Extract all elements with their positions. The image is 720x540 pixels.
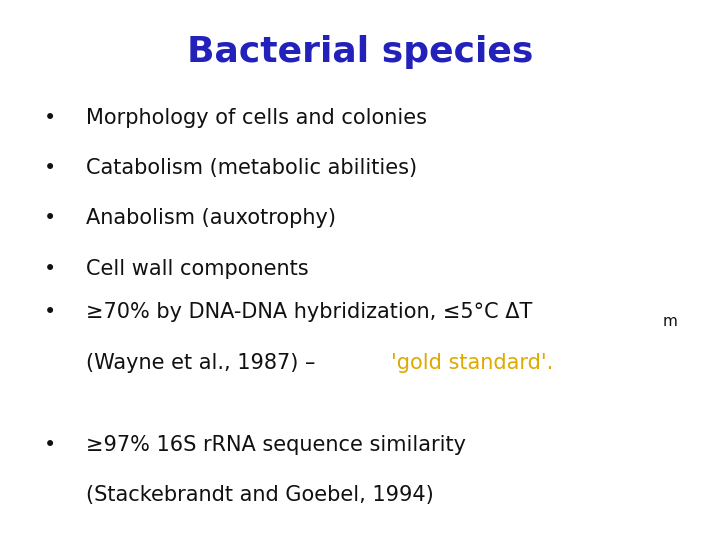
- Text: •: •: [44, 208, 57, 228]
- Text: Bacterial species: Bacterial species: [186, 35, 534, 69]
- Text: Cell wall components: Cell wall components: [86, 259, 309, 279]
- Text: m: m: [662, 314, 678, 329]
- Text: •: •: [44, 302, 57, 322]
- Text: ≥97% 16S rRNA sequence similarity: ≥97% 16S rRNA sequence similarity: [86, 435, 467, 455]
- Text: •: •: [44, 435, 57, 455]
- Text: Morphology of cells and colonies: Morphology of cells and colonies: [86, 108, 428, 128]
- Text: (Stackebrandt and Goebel, 1994): (Stackebrandt and Goebel, 1994): [86, 485, 434, 505]
- Text: 'gold standard'.: 'gold standard'.: [391, 353, 553, 373]
- Text: Catabolism (metabolic abilities): Catabolism (metabolic abilities): [86, 158, 418, 178]
- Text: Anabolism (auxotrophy): Anabolism (auxotrophy): [86, 208, 336, 228]
- Text: ≥70% by DNA-DNA hybridization, ≤5°C ΔT: ≥70% by DNA-DNA hybridization, ≤5°C ΔT: [86, 302, 533, 322]
- Text: •: •: [44, 259, 57, 279]
- Text: •: •: [44, 158, 57, 178]
- Text: (Wayne et al., 1987) –: (Wayne et al., 1987) –: [86, 353, 323, 373]
- Text: •: •: [44, 108, 57, 128]
